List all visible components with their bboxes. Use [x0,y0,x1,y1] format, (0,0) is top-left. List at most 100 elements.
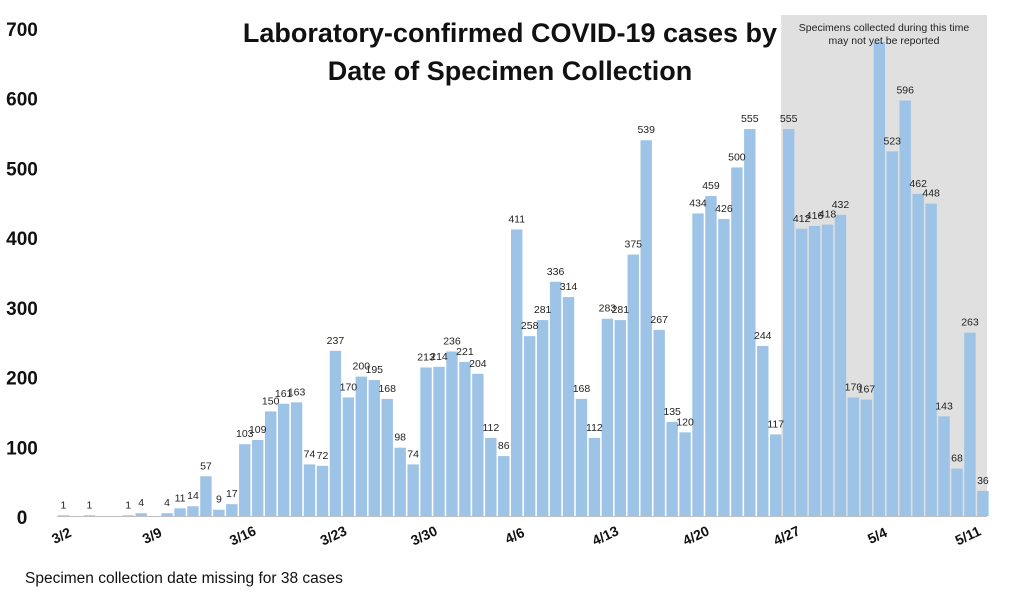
data-label-4/30: 418 [819,209,837,221]
bar-4/14 [614,320,627,516]
bar-4/19 [679,432,691,516]
bar-4/7 [523,336,536,516]
data-label-4/1: 236 [443,335,461,347]
bar-3/11 [174,508,186,516]
bar-4/20 [692,213,704,516]
bar-4/17 [653,329,665,516]
bar-5/5 [886,151,898,516]
data-label-4/10: 314 [560,281,578,293]
bar-5/6 [899,100,911,516]
bar-5/10 [951,468,963,516]
x-tick-label-4/6: 4/6 [502,524,527,547]
bar-3/14 [213,509,225,516]
bar-5/12 [977,490,989,516]
data-label-5/2: 170 [845,381,863,393]
data-label-4/28: 412 [793,213,811,225]
bar-5/9 [938,416,950,516]
bar-5/7 [912,193,924,517]
bar-4/21 [705,196,717,516]
bar-3/2 [57,515,70,516]
chart-title: Laboratory-confirmed COVID-19 cases by D… [200,14,820,90]
bar-4/8 [536,320,549,516]
data-label-5/9: 143 [935,400,953,412]
bar-4/4 [485,437,497,516]
bar-3/19 [277,403,290,516]
data-label-5/6: 596 [896,85,914,97]
x-tick-label-3/23: 3/23 [318,522,350,548]
bar-5/2 [847,397,860,516]
bar-3/7 [122,515,134,516]
y-tick-label-300: 300 [6,299,38,320]
bar-4/1 [446,351,458,516]
data-label-5/10: 68 [951,453,963,465]
bar-4/27 [782,129,795,516]
data-label-4/29: 416 [806,210,824,222]
data-label-5/5: 523 [884,135,902,147]
data-label-4/6: 411 [508,213,525,225]
data-label-5/11: 263 [961,317,979,329]
bar-3/27 [381,398,393,516]
data-label-5/8: 448 [922,188,940,200]
data-label-3/31: 214 [430,351,448,363]
data-label-3/8: 4 [138,497,144,509]
x-tick-label-3/2: 3/2 [49,524,74,547]
x-tick-label-4/13: 4/13 [590,522,622,548]
chart-title-line1: Laboratory-confirmed COVID-19 cases by [242,18,778,48]
y-tick-label-700: 700 [6,20,38,41]
bar-4/6 [511,229,523,516]
bar-4/23 [731,167,743,516]
bar-3/10 [161,513,173,516]
data-label-3/23: 237 [327,335,345,347]
data-label-4/22: 426 [715,203,733,215]
data-label-4/9: 336 [547,266,565,278]
bar-3/28 [394,447,406,516]
data-label-4/12: 112 [586,422,603,434]
data-label-4/13: 283 [599,303,617,315]
data-label-4/15: 375 [625,239,643,251]
bar-4/11 [575,398,588,516]
bar-4/30 [821,224,834,516]
data-label-3/21: 74 [304,448,316,460]
bar-3/17 [252,440,264,516]
data-label-3/14: 9 [216,494,222,506]
data-label-4/5: 86 [498,440,510,452]
bar-4/28 [795,228,808,516]
bar-3/22 [316,465,329,516]
shaded-note-line1: Specimens collected during this time [798,22,970,34]
footnote: Specimen collection date missing for 38 … [25,570,343,587]
data-label-3/2: 1 [61,499,67,511]
data-label-3/28: 98 [394,432,406,444]
x-tick-label-3/9: 3/9 [140,524,165,547]
data-label-3/13: 57 [200,460,212,472]
bar-5/8 [925,203,937,516]
data-label-4/3: 204 [469,358,487,370]
bar-4/18 [666,421,678,516]
data-label-5/1: 432 [832,199,850,211]
bar-4/3 [472,373,484,516]
data-label-5/3: 167 [858,384,876,396]
bar-4/5 [498,456,510,516]
bar-4/24 [744,129,756,516]
bar-3/24 [342,397,355,516]
y-tick-label-200: 200 [6,369,38,390]
bar-4/9 [549,281,562,516]
y-tick-label-400: 400 [6,229,38,250]
bar-4/25 [757,345,769,516]
data-label-4/25: 244 [754,330,772,342]
data-label-5/12: 36 [977,475,989,487]
data-label-3/11: 11 [175,492,186,504]
data-label-3/16: 103 [236,428,254,440]
data-label-4/18: 135 [663,406,681,418]
bar-4/29 [808,225,821,517]
bar-3/15 [226,504,238,516]
data-label-3/17: 109 [249,424,267,436]
data-label-3/22: 72 [317,450,329,462]
bar-5/3 [860,399,873,516]
data-label-4/19: 120 [676,416,694,428]
bar-4/13 [601,318,614,516]
bar-5/1 [834,214,847,516]
bar-3/29 [407,464,419,516]
bar-3/21 [303,464,316,516]
data-label-4/26: 117 [767,418,784,430]
